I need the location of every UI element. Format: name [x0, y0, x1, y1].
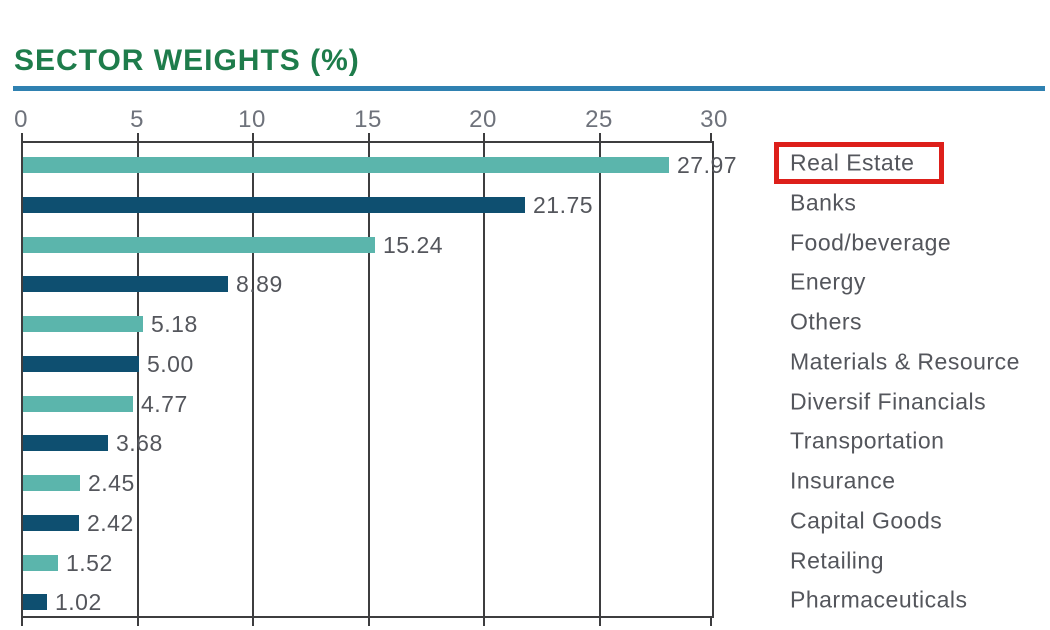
x-axis-tick-label: 5 [130, 106, 144, 133]
axis-tick-mark [710, 618, 712, 626]
sector-label-transportation: Transportation [790, 427, 945, 454]
sector-label-insurance: Insurance [790, 467, 896, 494]
x-axis-tick-label: 30 [700, 106, 728, 133]
bar-value-label: 5.18 [151, 311, 198, 337]
gridline [599, 143, 601, 616]
plot-area: 27.97 21.75 15.24 8.89 5.18 5.00 4.77 3.68 2.45 2… [21, 133, 737, 626]
sector-label-materials-resource: Materials & Resource [790, 348, 1020, 375]
chart-title: SECTOR WEIGHTS (%) [14, 44, 360, 77]
gridline [252, 143, 254, 616]
x-axis-tick-label: 20 [469, 106, 497, 133]
sector-label-pharmaceuticals: Pharmaceuticals [790, 586, 968, 613]
axis-tick-mark [21, 133, 23, 141]
bar-food-beverage [23, 236, 375, 253]
gridline [368, 143, 370, 616]
bar-materials-resource [23, 355, 139, 372]
sector-label-banks: Banks [790, 189, 857, 216]
sector-label-real-estate: Real Estate [790, 149, 915, 176]
bar-real-estate [23, 157, 669, 173]
bar-value-label: 1.52 [66, 549, 113, 576]
highlight-red-box [774, 142, 944, 184]
sector-label-others: Others [790, 308, 863, 335]
axis-tick-mark [710, 133, 712, 141]
bar-diversif-financials [23, 395, 133, 412]
sector-label-diversif-financials: Diversif Financials [790, 388, 987, 414]
sector-label-capital-goods: Capital Goods [790, 507, 943, 534]
bar-others [23, 316, 143, 332]
axis-tick-mark [368, 618, 370, 626]
bar-capital-goods [23, 514, 79, 531]
bar-value-label: 4.77 [141, 390, 188, 417]
bar-insurance [23, 475, 80, 491]
title-underline-rule [13, 86, 1045, 91]
sector-label-food-beverage: Food/beverage [790, 229, 952, 255]
axis-tick-mark [483, 133, 485, 141]
axis-tick-mark [599, 618, 601, 626]
gridline [137, 143, 139, 616]
bar-value-label: 1.02 [55, 589, 102, 616]
x-axis-tick-label: 10 [238, 106, 266, 133]
bar-value-label: 5.00 [147, 350, 194, 377]
x-axis-tick-label: 25 [585, 106, 613, 133]
bar-value-label: 3.68 [116, 430, 163, 457]
bar-transportation [23, 435, 108, 452]
axis-tick-mark [137, 618, 139, 626]
bar-value-label: 15.24 [383, 231, 444, 258]
axis-tick-mark [599, 133, 601, 141]
sector-label-energy: Energy [790, 268, 866, 295]
bar-value-label: 2.42 [87, 509, 134, 536]
bar-value-label: 21.75 [533, 191, 594, 218]
axis-tick-mark [137, 133, 139, 141]
bar-banks [23, 196, 525, 213]
axis-tick-mark [252, 133, 254, 141]
sector-label-retailing: Retailing [790, 547, 884, 573]
axis-tick-mark [368, 133, 370, 141]
x-axis-tick-label: 0 [14, 106, 28, 133]
bar-value-label: 8.89 [236, 271, 283, 298]
bar-retailing [23, 554, 58, 571]
bar-pharmaceuticals [23, 594, 47, 611]
axis-tick-mark [252, 618, 254, 626]
x-axis: 0 5 10 15 20 25 30 [14, 106, 727, 138]
bar-value-label: 2.45 [88, 470, 135, 496]
bar-value-label: 27.97 [677, 152, 738, 178]
x-axis-tick-label: 15 [354, 106, 382, 133]
axis-tick-mark [483, 618, 485, 626]
gridline [483, 143, 485, 616]
bar-energy [23, 276, 228, 293]
axis-tick-mark [21, 618, 23, 626]
